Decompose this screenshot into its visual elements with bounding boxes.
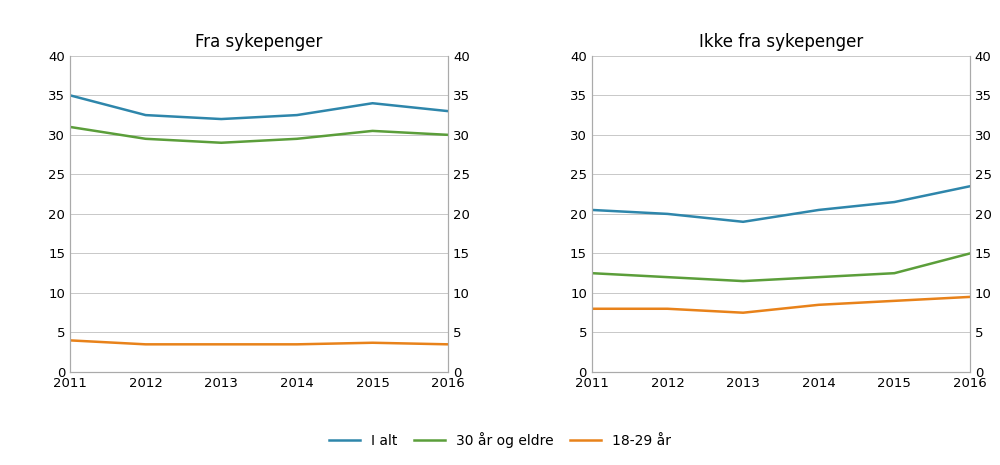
Title: Fra sykepenger: Fra sykepenger [195,33,323,52]
Title: Ikke fra sykepenger: Ikke fra sykepenger [699,33,863,52]
Legend: I alt, 30 år og eldre, 18-29 år: I alt, 30 år og eldre, 18-29 år [324,426,676,453]
